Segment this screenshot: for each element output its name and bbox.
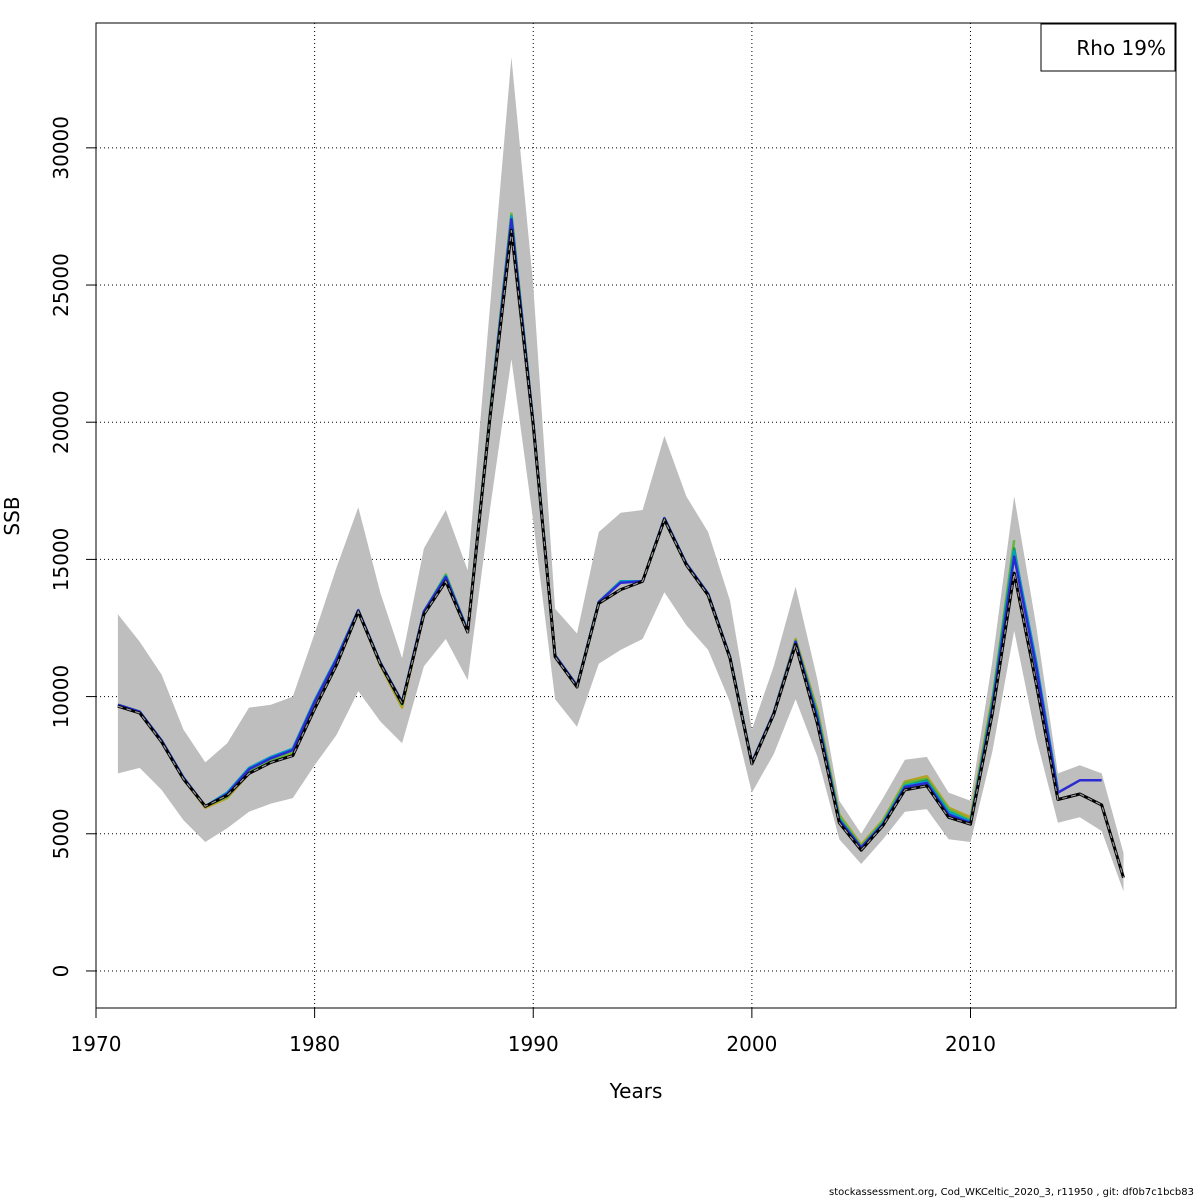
- y-tick-label: 0: [49, 965, 73, 978]
- x-axis-title: Years: [609, 1079, 663, 1103]
- x-tick-label: 1980: [289, 1032, 340, 1056]
- y-tick-label: 5000: [49, 808, 73, 859]
- legend-text: Rho 19%: [1076, 36, 1166, 60]
- legend: Rho 19%: [1040, 23, 1176, 72]
- y-axis: 0 5000 10000 15000 20000 25000 30000: [49, 116, 97, 978]
- y-tick-label: 10000: [49, 665, 73, 729]
- x-tick-label: 2000: [726, 1032, 777, 1056]
- y-tick-label: 30000: [49, 116, 73, 180]
- y-tick-label: 20000: [49, 390, 73, 454]
- series-line-peel-1: [117, 217, 1102, 849]
- footer-note: stockassessment.org, Cod_WKCeltic_2020_3…: [829, 1187, 1194, 1198]
- x-tick-label: 2010: [945, 1032, 996, 1056]
- confidence-band: [117, 57, 1124, 892]
- y-tick-label: 15000: [49, 528, 73, 592]
- series-layer: [117, 212, 1125, 879]
- y-axis-title: SSB: [0, 496, 24, 535]
- x-axis: 1970 1980 1990 2000 2010: [71, 1007, 996, 1056]
- x-tick-label: 1990: [508, 1032, 559, 1056]
- y-tick-label: 25000: [49, 253, 73, 317]
- series-line-base-dash: [117, 230, 1125, 878]
- x-tick-label: 1970: [71, 1032, 122, 1056]
- confidence-band-layer: [117, 57, 1124, 892]
- legend-box: [1040, 23, 1176, 72]
